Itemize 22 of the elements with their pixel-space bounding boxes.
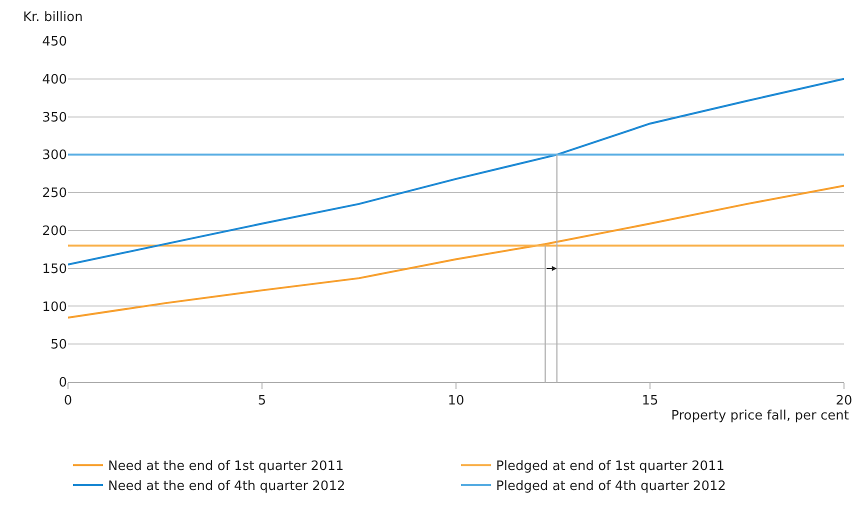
x-axis-title: Property price fall, per cent [671, 408, 849, 424]
x-tick-label: 15 [642, 394, 658, 409]
x-tick-label: 10 [448, 394, 464, 409]
y-tick-label: 350 [42, 110, 67, 126]
y-tick-label: 50 [50, 338, 67, 353]
y-tick-label: 0 [58, 376, 67, 391]
legend-label: Need at the end of 1st quarter 2011 [108, 459, 344, 474]
y-tick-label: 150 [42, 262, 67, 277]
x-tick-label: 20 [836, 394, 852, 409]
legend-label: Pledged at end of 4th quarter 2012 [496, 479, 726, 494]
x-tick-label: 5 [258, 394, 266, 409]
y-tick-label: 400 [42, 72, 67, 88]
y-axis-title: Kr. billion [23, 10, 83, 25]
legend-label: Need at the end of 4th quarter 2012 [108, 479, 346, 494]
y-tick-label: 450 [42, 34, 67, 50]
y-tick-label: 100 [42, 300, 67, 315]
y-tick-label: 300 [42, 148, 67, 164]
line-series [68, 78, 844, 266]
y-tick-label: 250 [42, 186, 67, 202]
line-series [68, 184, 844, 319]
y-tick-label: 200 [42, 224, 67, 239]
legend-label: Pledged at end of 1st quarter 2011 [496, 459, 725, 474]
